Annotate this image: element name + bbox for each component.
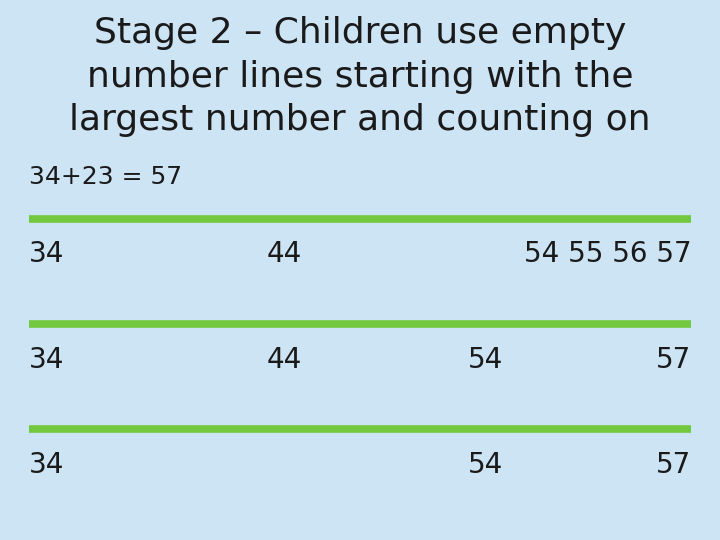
Text: 34: 34 (29, 240, 64, 268)
Text: Stage 2 – Children use empty
number lines starting with the
largest number and c: Stage 2 – Children use empty number line… (69, 16, 651, 137)
Text: 44: 44 (266, 240, 302, 268)
Text: 34: 34 (29, 346, 64, 374)
Text: 44: 44 (266, 346, 302, 374)
Text: 54: 54 (468, 451, 503, 479)
Text: 34: 34 (29, 451, 64, 479)
Text: 57: 57 (656, 346, 691, 374)
Text: 54: 54 (468, 346, 503, 374)
Text: 57: 57 (656, 451, 691, 479)
Text: 34+23 = 57: 34+23 = 57 (29, 165, 182, 188)
Text: 54 55 56 57: 54 55 56 57 (523, 240, 691, 268)
